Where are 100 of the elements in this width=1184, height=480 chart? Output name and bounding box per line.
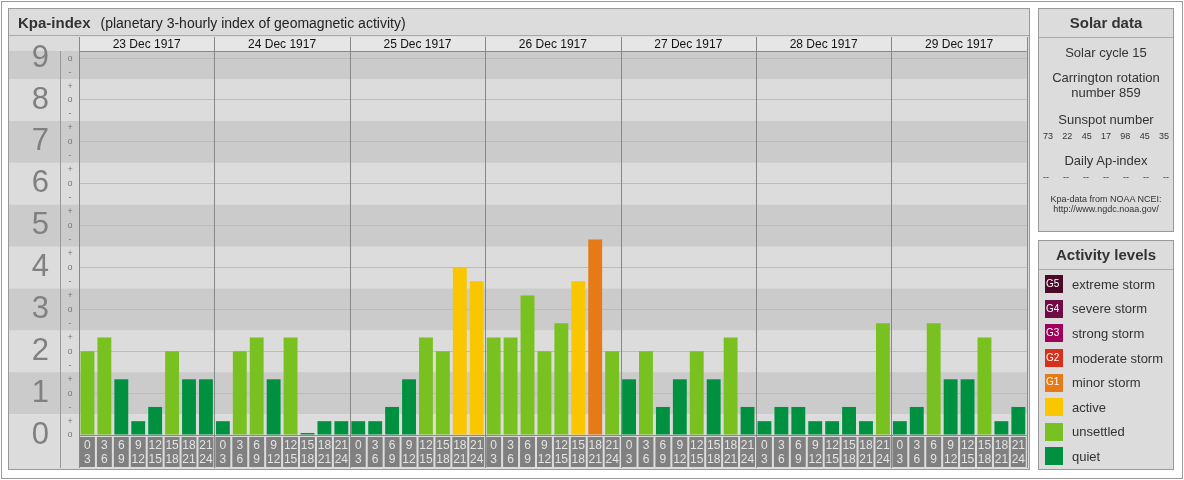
text: - [68, 66, 72, 77]
x-tick-label: 9 12 [131, 438, 146, 467]
text: - [68, 317, 72, 328]
x-tick-label: 21 24 [470, 438, 484, 467]
legend-label: unsettled [1072, 424, 1125, 440]
x-tick-label: 9 12 [808, 438, 823, 467]
x-tick-label: 12 15 [148, 438, 163, 467]
text: + [67, 289, 73, 300]
annotation: 27 Dec 1917 [654, 37, 723, 52]
text: o [67, 429, 73, 440]
bar [740, 406, 755, 435]
x-tick-label: 6 9 [794, 438, 802, 467]
x-tick-label: 6 9 [930, 438, 938, 467]
text: Solar data [1039, 9, 1173, 38]
x-tick-label: 3 6 [913, 438, 921, 467]
x-tick-label: 18 21 [182, 438, 197, 467]
x-tick-label: 18 21 [994, 438, 1009, 467]
y-tick-label: 1 [31, 373, 49, 409]
bar [334, 421, 349, 435]
text: + [67, 206, 73, 217]
x-tick-label: 21 24 [334, 438, 349, 467]
text: o [67, 52, 73, 63]
x-tick-label: 0 3 [354, 438, 362, 467]
bar [977, 337, 992, 435]
text: G2 moderate storm [1046, 350, 1164, 366]
bar [165, 351, 180, 435]
bar [571, 281, 586, 435]
text: - [68, 192, 72, 203]
y-tick-label: 9 [31, 38, 49, 74]
x-tick-label: 0 3 [219, 438, 227, 467]
y-tick-label: 8 [31, 80, 49, 116]
bar [435, 351, 450, 435]
x-tick-label: 0 3 [84, 438, 92, 467]
bar [588, 239, 603, 435]
x-tick-label: 15 18 [571, 438, 586, 467]
x-tick-label: 9 12 [537, 438, 552, 467]
x-tick-label: 15 18 [977, 438, 992, 467]
bar [859, 421, 873, 435]
text: o [67, 178, 73, 189]
bar [808, 421, 823, 435]
bar [605, 351, 620, 435]
annotation: 26 Dec 1917 [518, 37, 588, 52]
text: + [67, 164, 73, 175]
text: o [67, 220, 73, 231]
bar [537, 351, 552, 435]
text: - [68, 359, 72, 370]
bar [317, 421, 332, 435]
annotation: 28 Dec 1917 [789, 37, 859, 52]
text: + [67, 122, 73, 133]
x-tick-label: 21 24 [605, 438, 620, 467]
annotation: 25 Dec 1917 [383, 37, 452, 52]
x-tick-label: 18 21 [588, 438, 603, 467]
y-tick-label: 4 [31, 248, 49, 284]
x-tick-label: 21 24 [1011, 438, 1026, 467]
legend-title: Activity levels [1039, 241, 1173, 270]
x-tick-label: 12 15 [960, 438, 975, 467]
bar [452, 267, 467, 435]
bar [994, 421, 1009, 435]
bar [419, 337, 433, 435]
text: Kpa-data from NOAA NCEI: http://www.ngdc.noaa.gov/ [1049, 194, 1163, 214]
x-tick-label: 0 3 [625, 438, 633, 467]
x-tick-label: 12 15 [825, 438, 840, 467]
y-tick-label: 3 [31, 289, 49, 325]
y-tick-label: 5 [31, 206, 49, 242]
text: o [67, 345, 73, 356]
x-tick-label: 15 18 [300, 438, 315, 467]
legend-label: active [1072, 399, 1106, 415]
x-tick-label: 3 6 [507, 438, 515, 467]
bar [199, 379, 213, 435]
text: G4 severe storm [1046, 301, 1148, 317]
x-tick-label: 6 9 [659, 438, 667, 467]
x-tick-label: 12 15 [283, 438, 298, 467]
text: + [67, 373, 73, 384]
x-tick-label: 18 21 [453, 438, 467, 467]
bar [825, 421, 840, 435]
bar [554, 323, 569, 435]
x-tick-label: 9 12 [943, 438, 958, 467]
text: Carrington rotation number 859 [1051, 70, 1161, 100]
bar [182, 379, 196, 435]
text: - [68, 275, 72, 286]
x-tick-label: 12 15 [554, 438, 569, 467]
text: o [67, 94, 73, 105]
y-tick-label: 0 [31, 415, 49, 451]
text: Daily Ap-index [1063, 153, 1149, 168]
annotation: 24 Dec 1917 [248, 37, 317, 52]
x-tick-label: 21 24 [199, 438, 213, 467]
text: + [67, 415, 73, 426]
text: Sunspot number [1057, 112, 1155, 127]
bar [672, 379, 687, 435]
y-tick-label: 2 [31, 331, 49, 367]
x-tick-label: 18 21 [723, 438, 738, 467]
annotation: 23 Dec 1917 [112, 37, 182, 52]
x-tick-label: 18 21 [859, 438, 873, 467]
x-tick-label: 3 6 [101, 438, 109, 467]
x-tick-label: 12 15 [419, 438, 433, 467]
x-tick-label: 15 18 [842, 438, 857, 467]
x-tick-label: 15 18 [165, 438, 180, 467]
bar [266, 379, 281, 435]
x-tick-label: 21 24 [740, 438, 755, 467]
text: - [68, 108, 72, 119]
